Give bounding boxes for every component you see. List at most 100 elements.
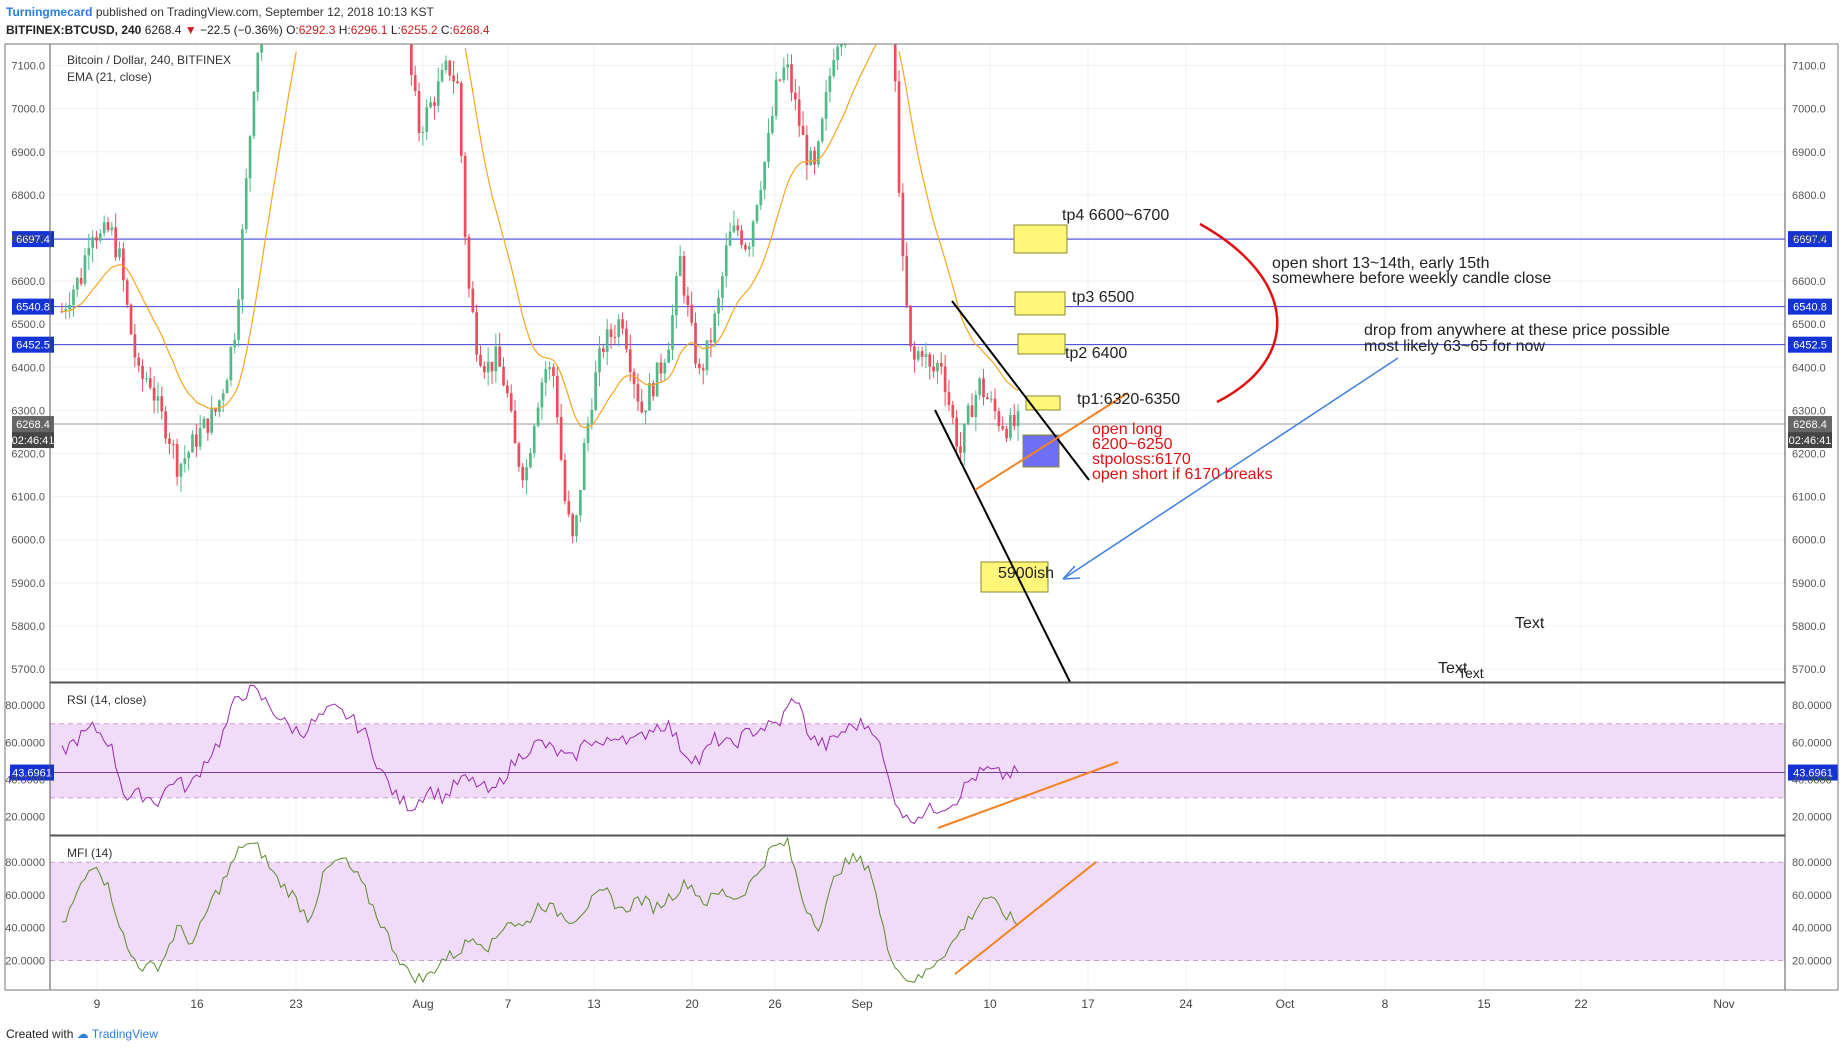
rsi-pane-frame <box>49 682 1786 836</box>
candle-body <box>506 385 509 394</box>
y-tick-label-left: 7100.0 <box>11 61 45 73</box>
candle-body <box>563 459 567 502</box>
candle-body <box>978 378 982 395</box>
candle-body <box>532 425 536 453</box>
candle-body <box>659 362 663 374</box>
y-tick-label-right: 6700.0 <box>1792 233 1826 245</box>
candle-body <box>540 382 544 408</box>
annotation-box <box>1014 291 1066 316</box>
candle-body <box>260 44 263 53</box>
x-tick-label: 15 <box>1477 997 1491 1011</box>
rsi-last-label-right: 43.6961 <box>1793 768 1833 780</box>
candle-body <box>721 276 724 298</box>
candle-body <box>905 256 909 306</box>
horizontal-lines[interactable]: 6697.4 6697.4 6540.8 6540.8 6452.5 6452.5 6268… <box>12 231 1832 449</box>
candle-body <box>198 428 202 447</box>
annotation-text: somewhere before weekly candle close <box>1272 270 1551 287</box>
high-label: H: <box>338 23 351 37</box>
candle-body <box>148 378 152 388</box>
candle-body <box>536 407 540 426</box>
candle-body <box>970 405 974 418</box>
annotation-text: tp3 6500 <box>1072 289 1134 306</box>
candle-body <box>747 246 751 250</box>
candle-body <box>183 458 187 464</box>
mfi-tick-left: 60.0000 <box>5 890 45 902</box>
x-tick-label: 10 <box>983 997 997 1011</box>
candle-body <box>644 410 647 413</box>
annotation-texts[interactable]: tp4 6600~6700 tp3 6500 tp2 6400 tp1:6320-63… <box>998 207 1670 681</box>
candle-body <box>467 236 471 289</box>
candle-body <box>241 229 244 300</box>
y-tick-label-left: 6700.0 <box>11 233 45 245</box>
candle-body <box>909 305 912 347</box>
x-tick-label: 13 <box>587 997 601 1011</box>
annotation-box <box>1025 395 1061 411</box>
candle-body <box>256 52 260 92</box>
candle-body <box>820 118 824 142</box>
candle-body <box>621 319 624 329</box>
candle-body <box>567 501 571 515</box>
ema-segment <box>898 51 1019 391</box>
candle-body <box>125 280 129 305</box>
candle-body <box>655 362 659 397</box>
candle-body <box>179 463 183 477</box>
author-name[interactable]: Turningmecard <box>6 5 93 19</box>
candle-body <box>966 405 970 424</box>
outer-frame <box>4 43 1839 991</box>
candle-body <box>221 393 225 401</box>
y-tick-label-right: 6000.0 <box>1792 535 1826 547</box>
candle-body <box>498 346 502 367</box>
candle-body <box>797 99 801 126</box>
candle-body <box>191 434 194 453</box>
candle-body <box>932 366 935 372</box>
x-tick-label: 9 <box>94 997 101 1011</box>
candle-body <box>586 423 590 444</box>
candle-body <box>552 367 555 376</box>
candle-body <box>502 366 505 386</box>
hline-badge-right <box>1788 298 1832 315</box>
candle-body <box>122 248 125 281</box>
candle-body <box>986 397 989 399</box>
rsi-tick-right: 80.0000 <box>1792 700 1832 712</box>
candle-body <box>740 230 743 245</box>
candle-body <box>233 339 237 348</box>
annotation-text: stpoloss:6170 <box>1092 451 1191 468</box>
rsi-tick-left: 20.0000 <box>5 811 45 823</box>
candle-body <box>244 178 248 230</box>
candle-body <box>805 135 809 166</box>
candle-body <box>471 288 475 312</box>
candle-body <box>68 305 71 310</box>
tradingview-link[interactable]: TradingView <box>91 1027 158 1041</box>
candle-body <box>974 394 978 418</box>
candle-body <box>617 319 621 337</box>
candle-body <box>828 75 832 92</box>
y-tick-label-right: 5800.0 <box>1792 621 1826 633</box>
candle-body <box>732 225 736 232</box>
y-tick-label-right: 6400.0 <box>1792 362 1826 374</box>
candle-body <box>951 404 955 418</box>
footer: Created with ☁ TradingView <box>6 1026 158 1042</box>
candle-body <box>110 227 114 231</box>
candle-body <box>632 372 636 385</box>
candle-body <box>840 44 843 47</box>
annotation-text: tp4 6600~6700 <box>1062 207 1169 224</box>
symbol-header: BITFINEX:BTCUSD, 240 6268.4 ▼ −22.5 (−0.… <box>6 22 490 38</box>
drawings[interactable] <box>934 222 1399 975</box>
countdown-badge-left <box>12 432 54 449</box>
y-tick-label-left: 6400.0 <box>11 362 45 374</box>
candle-body <box>694 322 697 364</box>
countdown-badge-right <box>1788 432 1832 449</box>
countdown-label-left: 02:46:41 <box>12 435 55 447</box>
rsi-band <box>50 723 1785 798</box>
candle-body <box>901 192 905 257</box>
x-tick-label: 16 <box>190 997 204 1011</box>
candle-body <box>690 305 694 323</box>
candle-body <box>628 349 632 373</box>
close-value: 6268.4 <box>452 23 490 37</box>
rsi-last-badge-left <box>10 764 54 781</box>
candle-body <box>133 334 137 358</box>
candle-body <box>790 64 793 93</box>
last-price-badge-left <box>12 416 54 433</box>
candle-body <box>955 417 958 447</box>
